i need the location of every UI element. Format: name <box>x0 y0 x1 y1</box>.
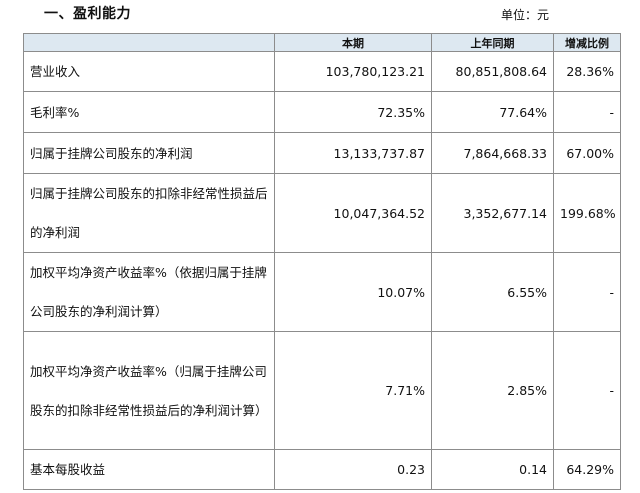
row-previous: 7,864,668.33 <box>431 132 554 174</box>
table-row: 归属于挂牌公司股东的净利润 13,133,737.87 7,864,668.33… <box>23 132 621 174</box>
row-previous: 3,352,677.14 <box>431 173 554 253</box>
row-current: 72.35% <box>274 91 432 133</box>
header-label <box>23 33 275 52</box>
table-header-row: 本期 上年同期 增减比例 <box>23 33 621 52</box>
row-current: 13,133,737.87 <box>274 132 432 174</box>
row-change: 199.68% <box>553 173 621 253</box>
row-change: 64.29% <box>553 449 621 490</box>
table-row: 加权平均净资产收益率%（依据归属于挂牌公司股东的净利润计算） 10.07% 6.… <box>23 252 621 332</box>
row-change: - <box>553 91 621 133</box>
header-current-period: 本期 <box>274 33 432 52</box>
row-previous: 0.14 <box>431 449 554 490</box>
row-change: - <box>553 331 621 450</box>
row-current: 0.23 <box>274 449 432 490</box>
row-label: 加权平均净资产收益率%（依据归属于挂牌公司股东的净利润计算） <box>23 252 275 332</box>
table-row: 毛利率% 72.35% 77.64% - <box>23 91 621 133</box>
row-previous: 6.55% <box>431 252 554 332</box>
table-row: 加权平均净资产收益率%（归属于挂牌公司股东的扣除非经常性损益后的净利润计算） 7… <box>23 331 621 450</box>
row-previous: 80,851,808.64 <box>431 51 554 92</box>
row-label: 归属于挂牌公司股东的净利润 <box>23 132 275 174</box>
row-current: 10.07% <box>274 252 432 332</box>
unit-label: 单位：元 <box>501 8 550 22</box>
row-label: 营业收入 <box>23 51 275 92</box>
profitability-table: 本期 上年同期 增减比例 营业收入 103,780,123.21 80,851,… <box>23 33 621 490</box>
table-row: 基本每股收益 0.23 0.14 64.29% <box>23 449 621 490</box>
row-label: 加权平均净资产收益率%（归属于挂牌公司股东的扣除非经常性损益后的净利润计算） <box>23 331 275 450</box>
row-previous: 2.85% <box>431 331 554 450</box>
header-change-ratio: 增减比例 <box>553 33 621 52</box>
section-title: 一、盈利能力 <box>44 6 131 22</box>
row-label: 归属于挂牌公司股东的扣除非经常性损益后的净利润 <box>23 173 275 253</box>
row-label: 基本每股收益 <box>23 449 275 490</box>
header-previous-period: 上年同期 <box>431 33 554 52</box>
row-current: 10,047,364.52 <box>274 173 432 253</box>
row-label: 毛利率% <box>23 91 275 133</box>
row-change: 67.00% <box>553 132 621 174</box>
row-current: 7.71% <box>274 331 432 450</box>
table-row: 归属于挂牌公司股东的扣除非经常性损益后的净利润 10,047,364.52 3,… <box>23 173 621 253</box>
row-change: 28.36% <box>553 51 621 92</box>
table-row: 营业收入 103,780,123.21 80,851,808.64 28.36% <box>23 51 621 92</box>
row-current: 103,780,123.21 <box>274 51 432 92</box>
row-previous: 77.64% <box>431 91 554 133</box>
row-change: - <box>553 252 621 332</box>
